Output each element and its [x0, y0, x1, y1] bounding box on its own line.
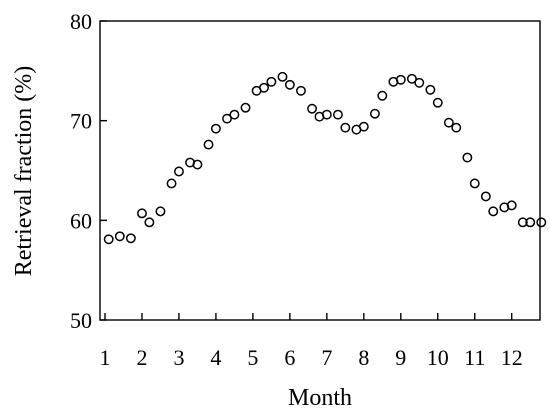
data-point — [114, 231, 125, 242]
data-point — [240, 102, 251, 113]
x-tick-label: 6 — [284, 345, 295, 370]
data-point — [173, 166, 184, 177]
x-tick-label: 1 — [100, 345, 111, 370]
x-tick-label: 5 — [247, 345, 258, 370]
data-point — [332, 109, 343, 120]
data-point — [137, 208, 147, 219]
data-point — [406, 73, 417, 84]
data-point — [425, 84, 436, 95]
data-point — [144, 217, 155, 228]
data-point — [432, 97, 443, 108]
data-point — [296, 85, 306, 96]
x-tick-label: 8 — [358, 345, 369, 370]
data-point — [462, 152, 473, 163]
data-point — [443, 117, 454, 128]
data-point — [307, 103, 318, 114]
y-tick-label: 50 — [70, 308, 92, 333]
x-tick-label: 2 — [136, 345, 147, 370]
data-point — [451, 122, 462, 133]
y-tick-label: 70 — [70, 109, 92, 134]
data-point — [229, 109, 240, 120]
data-point — [395, 74, 406, 85]
data-point — [203, 139, 214, 150]
data-point — [259, 82, 269, 93]
x-axis: 1 2 3 4 5 6 7 8 9 10 11 12 — [100, 313, 523, 370]
x-tick-label: 9 — [395, 345, 406, 370]
data-point — [266, 76, 277, 87]
data-point — [340, 122, 351, 133]
data-point — [103, 234, 114, 245]
data-point — [222, 113, 232, 124]
data-points — [103, 71, 547, 245]
y-axis: 50 60 70 80 — [70, 9, 107, 333]
data-point — [506, 200, 517, 211]
data-point — [155, 206, 166, 217]
plot-area-frame — [99, 20, 541, 321]
data-point — [414, 77, 425, 88]
data-point — [517, 217, 528, 228]
y-tick-label: 80 — [70, 9, 92, 34]
data-point — [277, 71, 288, 82]
y-tick-label: 60 — [70, 208, 92, 233]
data-point — [321, 109, 332, 120]
data-point — [192, 159, 203, 170]
data-point — [369, 108, 380, 119]
data-point — [377, 90, 388, 101]
data-point — [284, 79, 295, 90]
x-tick-label: 4 — [210, 345, 221, 370]
x-tick-label: 11 — [464, 345, 485, 370]
x-axis-title: Month — [288, 385, 352, 411]
data-point — [536, 217, 547, 228]
x-tick-label: 3 — [173, 345, 184, 370]
data-point — [480, 191, 491, 202]
data-point — [210, 123, 221, 134]
data-point — [488, 206, 499, 217]
data-point — [525, 217, 536, 228]
x-tick-label: 7 — [321, 345, 332, 370]
x-tick-label: 10 — [427, 345, 449, 370]
data-point — [469, 178, 480, 189]
data-point — [166, 178, 177, 189]
data-point — [358, 121, 369, 132]
data-point — [125, 233, 136, 244]
x-tick-label: 12 — [501, 345, 523, 370]
y-axis-title: Retrieval fraction (%) — [11, 66, 37, 277]
